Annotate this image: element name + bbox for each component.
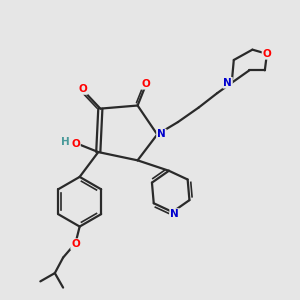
Text: O: O <box>71 139 80 149</box>
Text: O: O <box>262 49 271 59</box>
Text: O: O <box>142 79 150 89</box>
Text: N: N <box>223 78 232 88</box>
Text: N: N <box>157 130 166 140</box>
Text: H: H <box>61 137 70 147</box>
Text: N: N <box>170 209 179 219</box>
Text: O: O <box>71 239 80 249</box>
Text: O: O <box>78 84 87 94</box>
